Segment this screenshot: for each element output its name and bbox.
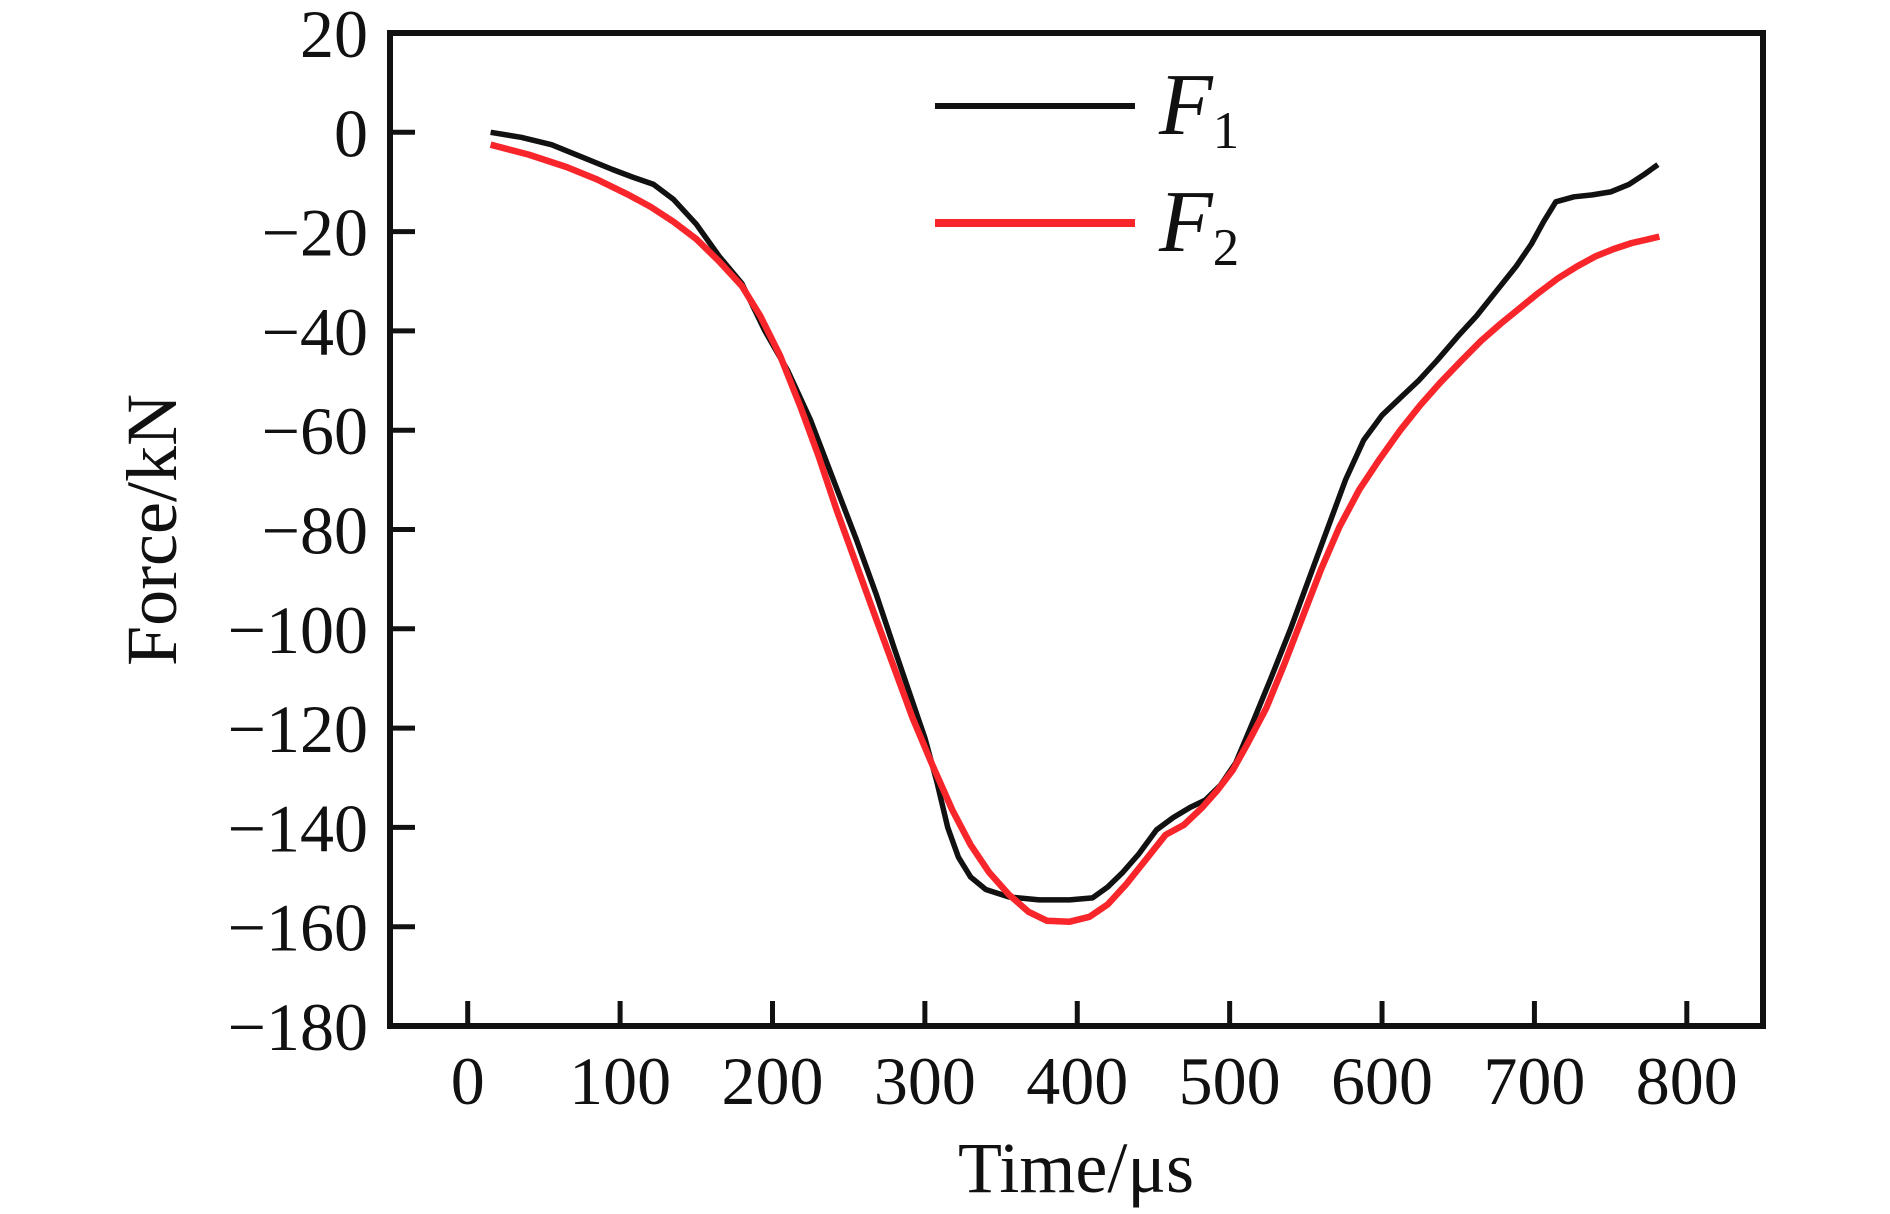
legend-label-f1: F1 xyxy=(1159,56,1240,161)
x-tick-label: 600 xyxy=(1331,1043,1433,1119)
legend-line-f2-swatch xyxy=(935,218,1135,227)
legend-label-f2: F2 xyxy=(1159,173,1240,278)
plot-border xyxy=(387,30,1766,1029)
y-tick-label: 0 xyxy=(334,95,368,171)
y-tick-label: 20 xyxy=(300,0,368,72)
y-tick-label: −60 xyxy=(262,393,368,469)
y-tick-label: −180 xyxy=(228,989,368,1065)
y-tick-label: −160 xyxy=(228,890,368,966)
f2-curve xyxy=(489,141,1661,925)
x-tick-label: 300 xyxy=(874,1043,976,1119)
legend-line-f1-swatch xyxy=(935,102,1135,109)
y-tick-label: −40 xyxy=(262,294,368,370)
x-tick-label: 400 xyxy=(1026,1043,1128,1119)
legend: F1 F2 xyxy=(935,47,1239,281)
y-tick-label: −140 xyxy=(228,790,368,866)
legend-item-f1: F1 xyxy=(935,47,1239,164)
x-tick-label: 100 xyxy=(569,1043,671,1119)
y-axis-title: Force/kN xyxy=(112,394,192,666)
y-tick-label: −120 xyxy=(228,691,368,767)
x-axis-title: Time/μs xyxy=(957,1128,1195,1208)
y-tick-label: −100 xyxy=(228,592,368,668)
x-tick-label: 500 xyxy=(1179,1043,1281,1119)
x-tick-label: 800 xyxy=(1636,1043,1738,1119)
y-tick-label: −80 xyxy=(262,493,368,569)
legend-item-f2: F2 xyxy=(935,164,1239,281)
x-tick-label: 0 xyxy=(451,1043,485,1119)
x-tick-label: 200 xyxy=(721,1043,823,1119)
y-tick-label: −20 xyxy=(262,195,368,271)
x-tick-label: 700 xyxy=(1483,1043,1585,1119)
